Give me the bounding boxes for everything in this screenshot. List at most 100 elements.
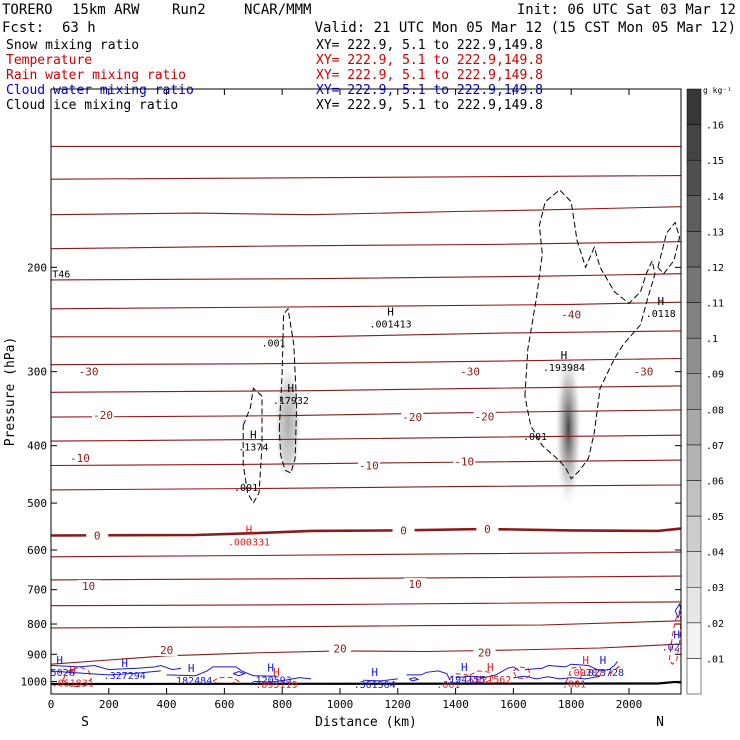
cloud-water-contour [51, 664, 182, 671]
high-marker: H [267, 662, 274, 675]
temperature-contour [51, 273, 681, 281]
colorbar-tick-label: .1 [706, 334, 718, 345]
axes: 0 200 400 600 800 1000 1200 1400 1600 1800 2000200… [3, 88, 682, 730]
x-tick-label: 800 [272, 698, 292, 711]
temperature-contour-label: -10 [359, 459, 379, 472]
temperature-contour-label: 0 [94, 529, 101, 542]
high-value-label: .023728 [582, 668, 624, 679]
colorbar-bin [686, 444, 702, 481]
colorbar-bin [686, 586, 702, 624]
temperature-label-bg [328, 642, 351, 655]
high-value-label: .193984 [543, 363, 585, 374]
temperature-contour [51, 301, 681, 310]
temperature-label-bg [77, 365, 100, 378]
temperature-label-bg [632, 365, 655, 378]
y-tick-label: 800 [27, 618, 47, 631]
colorbar-bin [686, 88, 702, 125]
cloud-water-contour [363, 678, 398, 682]
temperature-contour-label: -20 [475, 410, 495, 423]
rain-water-contour [62, 666, 93, 687]
colorbar-bin [686, 480, 702, 517]
high-value-label: .001413 [369, 320, 411, 331]
colorbar: .01 .02 .03 .04 .05 .06 .07 .08 .09 .1 .11 .12 .13 .1… [686, 86, 732, 695]
high-marker: H [250, 428, 257, 441]
temperature-contour-label: 10 [409, 578, 422, 591]
temperature-contour-label: -30 [460, 366, 480, 379]
x-tick-label: 1600 [500, 698, 527, 711]
colorbar-tick-label: .09 [706, 370, 724, 381]
temperature-label-bg [560, 308, 583, 321]
temperature-contour-label: 20 [160, 644, 173, 657]
high-value-label: .194155 [443, 675, 485, 686]
high-value-label: .5026 [45, 668, 75, 679]
temperature-label-bg [77, 579, 100, 592]
colorbar-bin [686, 551, 702, 588]
cloud-water-contour [406, 670, 451, 681]
high-marker: H [246, 524, 253, 537]
temperature-contour [51, 409, 681, 418]
temperature-contour-label: -30 [633, 366, 653, 379]
temperature-contour [51, 575, 681, 581]
colorbar-bin [686, 302, 702, 339]
colorbar-tick-label: .13 [706, 227, 724, 238]
colorbar-bin [686, 124, 702, 161]
legend-field-name: Snow mixing ratio [6, 38, 139, 53]
temperature-contour [51, 620, 681, 629]
high-value-label: .095119 [255, 680, 297, 691]
temperature-contour [51, 601, 681, 607]
temperature-contour [51, 551, 681, 558]
colorbar-tick-label: .02 [706, 619, 724, 630]
temperature-contour [51, 330, 681, 338]
high-marker: H [673, 629, 680, 642]
cloud-ice-contour [657, 221, 681, 275]
legend-field-name: Temperature [6, 53, 92, 68]
colorbar-bin [686, 159, 702, 197]
colorbar-tick-label: .16 [706, 121, 724, 132]
y-tick-label: 500 [27, 497, 47, 510]
temperature-label-bg [473, 410, 496, 423]
colorbar-bin [686, 409, 702, 446]
x-tick-label: 1000 [327, 698, 354, 711]
center-label: NCAR/MMM [244, 2, 311, 18]
temperature-label-bg [155, 644, 178, 657]
high-marker: H [371, 666, 378, 679]
init-time: Init: 06 UTC Sat 03 Mar 12 [517, 2, 736, 18]
high-value-label: .051831 [52, 678, 94, 689]
high-value-label: .0289 [662, 643, 692, 654]
legend-field-xy: XY= 222.9, 5.1 to 222.9,149.8 [316, 68, 543, 83]
cloud-water-contour [51, 670, 161, 676]
x-tick-label: 2000 [616, 698, 643, 711]
colorbar-bin [686, 266, 702, 303]
high-value-label: .1374 [238, 442, 268, 453]
cloud-water-contour [524, 661, 618, 672]
high-marker: H [487, 661, 494, 674]
temperature-contour-label: 0 [484, 523, 491, 536]
snow-shading [273, 361, 302, 486]
temperature-label-bg [357, 459, 380, 472]
temperature-label-bg [476, 523, 499, 536]
high-marker: H [273, 666, 280, 679]
colorbar-tick-label: .01 [706, 654, 724, 665]
rain-water-contour [608, 665, 621, 678]
high-marker: H [600, 654, 607, 667]
cloud-water-contour [253, 677, 312, 683]
x-tick-label: 200 [99, 698, 119, 711]
high-marker: H [188, 662, 195, 675]
colorbar-bin [686, 195, 702, 232]
colorbar-tick-label: .08 [706, 405, 724, 416]
temperature-label-bg [68, 452, 91, 465]
temperature-label-bg [92, 408, 115, 421]
rain-water-contour [469, 670, 494, 684]
colorbar-tick-label: .04 [706, 548, 724, 559]
colorbar-tick-label: .11 [706, 299, 724, 310]
field-legend: Snow mixing ratio XY= 222.9, 5.1 to 222.9… [6, 38, 543, 113]
temperature-contour-label: 10 [82, 580, 95, 593]
temperature-label-bg [404, 578, 427, 591]
x-tick-label: 0 [48, 698, 55, 711]
temperature-contour [51, 206, 681, 216]
temperature-label-bg [392, 524, 415, 537]
y-tick-label: 900 [27, 648, 47, 661]
temperature-contour [51, 527, 681, 537]
contour-value-label: .001 [436, 680, 460, 691]
cloud-ice-contour [278, 307, 298, 474]
